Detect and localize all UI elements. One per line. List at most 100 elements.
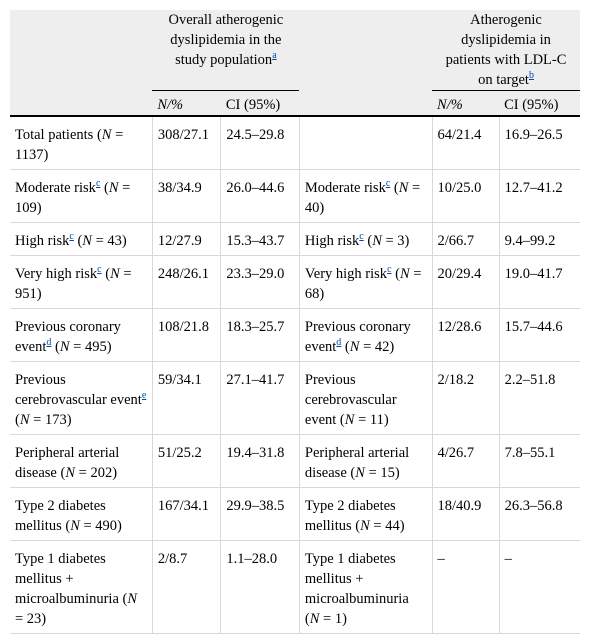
footnote-link-c[interactable]: c (97, 264, 102, 276)
row-label-paren: ( (391, 266, 400, 282)
row-label-n: N (349, 339, 360, 355)
cell-ci-1: 29.9–38.5 (220, 487, 300, 541)
table-row: Previous cerebrovascular evente (N = 173… (10, 361, 580, 435)
row-label-count: = 109) (15, 180, 131, 216)
row-label-count: = 68) (304, 266, 422, 302)
row-label-text: Total patients ( (15, 127, 102, 143)
cell-ci-2: 2.2–51.8 (504, 372, 556, 388)
header-empty-cell (299, 10, 432, 91)
cell-n-1: 248/26.1 (152, 255, 222, 309)
row-label-paren: ( (346, 465, 356, 481)
cell-ci-1: 27.1–41.7 (220, 361, 300, 435)
row-label-paren: ( (336, 412, 345, 428)
cell-ci-2: 16.9–26.5 (504, 127, 563, 143)
footnote-link-b[interactable]: b (528, 70, 534, 82)
cell-n-1: 12/27.9 (152, 222, 222, 256)
cell-n-2: 18/40.9 (432, 487, 500, 541)
cell-n-1: 308/27.1 (152, 116, 222, 170)
cell-ci-2: 7.8–55.1 (504, 445, 556, 461)
row-label-n: N (19, 412, 30, 428)
row-label-n: N (399, 266, 410, 282)
row-label-text: Peripheral arterial disease (15, 445, 120, 481)
row-label-n: N (108, 180, 119, 196)
cell-ci-1: 18.3–25.7 (220, 308, 300, 362)
cell-n-2: 20/29.4 (432, 255, 500, 309)
row-label-n: N (355, 465, 365, 481)
row-label-2: High riskc (N = 3) (299, 222, 433, 256)
cell-n-1: 167/34.1 (152, 487, 222, 541)
row-label-count: = 3) (381, 233, 410, 249)
row-label-text: Type 1 diabetes mellitus + microalbuminu… (304, 551, 409, 607)
cell-ci-2: 15.7–44.6 (504, 319, 563, 335)
row-label-count: = 40) (304, 180, 421, 216)
footnote-link-c[interactable]: c (359, 231, 364, 243)
header-column-row: N/% CI (95%) N/% CI (95%) (10, 90, 580, 117)
footnote-link-e[interactable]: e (141, 390, 147, 402)
cell-n-1: 108/21.8 (152, 308, 222, 362)
row-label-paren: ( (61, 518, 71, 534)
row-label-text: Type 2 diabetes mellitus (304, 498, 396, 534)
row-label: Moderate riskc (N = 109) (10, 169, 153, 223)
cell-n-2: 12/28.6 (432, 308, 500, 362)
footnote-link-c[interactable]: c (385, 178, 391, 190)
row-label-text: Previous cerebrovascular event (304, 372, 397, 428)
row-label: Previous cerebrovascular evente (N = 173… (10, 361, 153, 435)
row-label: High riskc (N = 43) (10, 222, 153, 256)
row-label-text: Previous cerebrovascular event (15, 372, 142, 408)
row-label-paren: ( (118, 591, 128, 607)
row-label-2: Very high riskc (N = 68) (299, 255, 433, 309)
row-label-paren: ( (15, 412, 20, 428)
cell-ci-2: 26.3–56.8 (504, 498, 563, 514)
row-label-2: Peripheral arterial disease (N = 15) (299, 434, 433, 488)
footnote-link-d[interactable]: d (46, 337, 52, 349)
row-label-n: N (309, 611, 320, 627)
row-label-text: Very high risk (15, 266, 98, 282)
cell-n-1: 2/8.7 (152, 540, 222, 634)
cell-ci-2: 19.0–41.7 (504, 266, 563, 282)
cell-ci-1: 15.3–43.7 (220, 222, 300, 256)
row-label-count: = 1) (319, 611, 347, 627)
header-group-overall: Overall atherogenic dyslipidemia in the … (152, 10, 300, 91)
row-label-2: Type 1 diabetes mellitus + microalbuminu… (299, 540, 433, 634)
header-group-ldl: Atherogenic dyslipidemia in patients wit… (432, 10, 580, 91)
table-body: Total patients (N = 1137) 308/27.1 24.5–29… (10, 116, 580, 634)
row-label-text: Previous coronary event (15, 319, 121, 355)
cell-n-1: 51/25.2 (152, 434, 222, 488)
row-label-paren: ( (363, 233, 373, 249)
row-label-count: = 44) (369, 518, 405, 534)
row-label-2 (299, 116, 433, 170)
cell-ci-2: 9.4–99.2 (504, 233, 556, 249)
row-label-text: Previous coronary event (304, 319, 411, 355)
footnote-link-c[interactable]: c (387, 264, 392, 276)
row-label-count: = 43) (91, 233, 127, 249)
header-empty-cell (10, 90, 153, 117)
cell-n-1: 59/34.1 (152, 361, 222, 435)
row-label-paren: ( (351, 518, 361, 534)
row-label-n: N (110, 266, 120, 282)
footnote-link-d[interactable]: d (336, 337, 342, 349)
header-group-overall-label: Overall atherogenic dyslipidemia in the … (168, 12, 284, 68)
cell-n-2: 2/66.7 (432, 222, 500, 256)
row-label-n: N (344, 412, 355, 428)
row-label-n: N (101, 127, 112, 143)
row-label-text: High risk (304, 233, 360, 249)
header-group-row: Overall atherogenic dyslipidemia in the … (10, 10, 580, 91)
column-header-n-2: N/% (432, 90, 500, 117)
row-label-n: N (65, 465, 76, 481)
row-label: Previous coronary eventd (N = 495) (10, 308, 153, 362)
footnote-link-c[interactable]: c (95, 178, 101, 190)
row-label-count: = 11) (354, 412, 389, 428)
footnote-link-c[interactable]: c (69, 231, 74, 243)
row-label-paren: ( (390, 180, 399, 196)
row-label-paren: ( (101, 266, 111, 282)
row-label: Very high riskc (N = 951) (10, 255, 153, 309)
row-label-n: N (59, 339, 70, 355)
row-label-2: Previous cerebrovascular event (N = 11) (299, 361, 433, 435)
row-label-2: Type 2 diabetes mellitus (N = 44) (299, 487, 433, 541)
row-label-paren: ( (341, 339, 350, 355)
row-label-paren: ( (73, 233, 83, 249)
row-label-paren: ( (56, 465, 66, 481)
header-empty-cell (299, 90, 433, 117)
footnote-link-a[interactable]: a (272, 50, 277, 62)
header-empty-cell (10, 10, 152, 91)
